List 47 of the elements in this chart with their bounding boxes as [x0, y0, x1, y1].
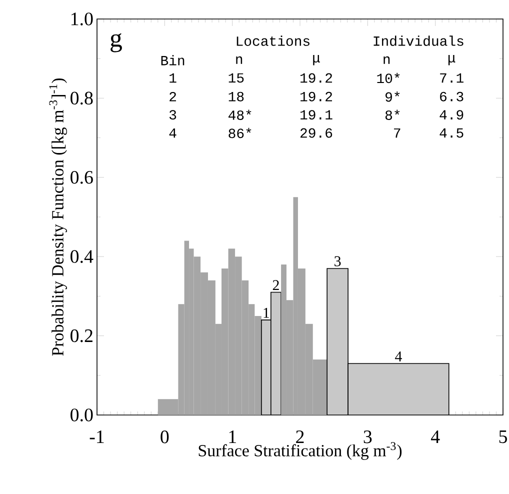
annotation: 3 [334, 256, 341, 266]
annotation: 19.2 [300, 73, 332, 83]
x-tick-label: 5 [499, 430, 507, 444]
x-tick-label: 0 [160, 430, 169, 444]
annotation: 7.1 [440, 73, 464, 83]
annotation: 7 [394, 128, 400, 138]
annotation: 48* [228, 110, 252, 120]
annotation: 4.5 [440, 128, 464, 138]
annotation: 1 [170, 73, 176, 83]
y-axis-title: Probability Density Function ([kg m$^{-3}$]$^{-1}$) [49, 78, 67, 356]
x-tick-label: 4 [430, 430, 440, 443]
annotation: n [384, 56, 390, 64]
annotation: 15 [228, 73, 244, 83]
x-tick-label: 2 [296, 430, 304, 444]
x-tick-label: 3 [364, 430, 372, 444]
annotation: Individuals [374, 36, 464, 46]
annotation: 4 [395, 351, 402, 362]
annotation: 9* [386, 91, 400, 102]
annotation: 6.3 [440, 92, 464, 102]
y-tick-label: 0.2 [70, 329, 92, 342]
y-tick-label: 0.4 [70, 250, 94, 264]
annotation: μ [448, 55, 456, 66]
y-tick-label: 1.0 [71, 12, 93, 26]
annotation: Bin [161, 55, 184, 66]
annotation: 1 [264, 308, 270, 318]
annotation: 10* [377, 72, 400, 84]
annotation: 3 [169, 110, 176, 120]
y-tick-label: 0.6 [70, 170, 93, 184]
annotation: 4.9 [440, 110, 464, 120]
annotation: μ [313, 55, 320, 66]
annotation: 86* [228, 128, 252, 138]
x-axis-title: Surface Stratification (kg m$^{-3}$) [198, 442, 402, 460]
x-tick-label: 1 [229, 430, 236, 443]
annotation: Locations [236, 36, 310, 46]
y-tick-label: 0.0 [70, 408, 93, 422]
annotation: n [236, 56, 242, 64]
annotation: g [110, 33, 122, 52]
annotation: 19.2 [300, 92, 332, 102]
annotation: 2 [272, 280, 279, 290]
annotation: 2 [170, 92, 176, 102]
annotation: 8* [385, 110, 400, 120]
annotation: 29.6 [300, 128, 332, 138]
annotation: 4 [169, 128, 176, 138]
x-tick-label: -1 [90, 430, 104, 443]
annotation: 18 [228, 92, 244, 102]
y-tick-label: 0.8 [70, 92, 93, 105]
annotation: 19.1 [300, 110, 332, 120]
